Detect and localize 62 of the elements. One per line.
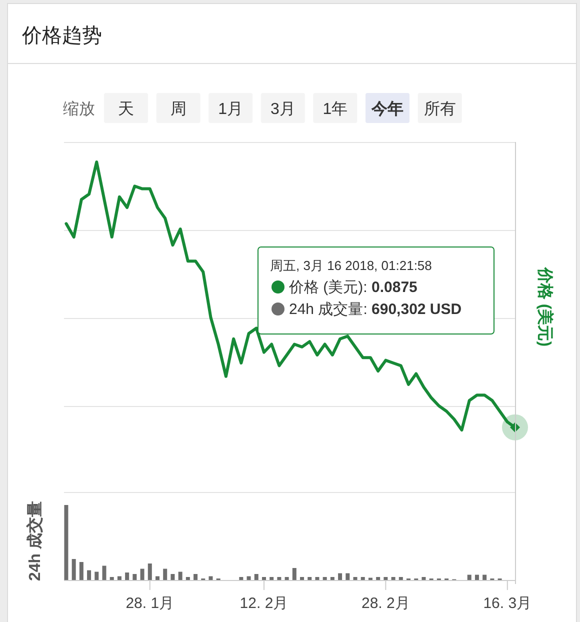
bar (482, 574, 487, 580)
bar (376, 577, 380, 580)
bar (132, 574, 137, 580)
bar (156, 576, 160, 580)
annotation: 周五, 3月 16 2018, 01:21:58 (270, 258, 432, 273)
bar (79, 562, 84, 580)
bar (102, 566, 106, 580)
bar (208, 576, 213, 580)
annotation: 24h 成交量: 690,302 USD (289, 301, 462, 318)
bar (338, 573, 342, 580)
bar (239, 577, 244, 580)
bar (117, 576, 122, 580)
bar (170, 574, 175, 580)
bar (94, 572, 99, 580)
text: 3月 (270, 101, 296, 118)
text: 价格趋势 (21, 25, 102, 47)
bar (246, 576, 251, 580)
bar (384, 577, 388, 580)
y-axis-title: 价格 (美元) (536, 266, 555, 347)
bar (292, 568, 296, 580)
x-tick-label: 12. 2月 (240, 595, 288, 612)
text: 周 (170, 101, 186, 118)
bar (125, 572, 130, 580)
text: 今年 (370, 100, 404, 118)
bar (270, 577, 274, 580)
bar (87, 570, 92, 580)
bar (422, 577, 426, 580)
text: 所有 (424, 100, 456, 118)
text: 1年 (322, 101, 348, 118)
bar (398, 577, 403, 580)
annotation: 价格 (美元): 0.0875 (288, 279, 418, 296)
text: 1月 (218, 101, 244, 118)
bar (467, 574, 472, 580)
bar (277, 577, 282, 580)
bar (308, 577, 312, 580)
bar (72, 559, 76, 580)
bar (353, 577, 358, 580)
bar (140, 568, 144, 580)
bar (300, 577, 304, 580)
x-tick-label: 16. 3月 (483, 595, 532, 612)
y-axis-title: 24h 成交量 (25, 500, 44, 582)
bar (148, 564, 152, 580)
bar (64, 505, 68, 580)
x-tick-label: 28. 1月 (126, 595, 174, 612)
bar (163, 568, 168, 580)
text: 缩放 (63, 100, 95, 118)
bar (178, 572, 182, 580)
text: 天 (118, 101, 134, 118)
bar (330, 577, 334, 580)
bar (391, 577, 396, 580)
bar (110, 577, 114, 580)
bar (284, 577, 289, 580)
bar (322, 577, 327, 580)
bar (360, 577, 365, 580)
x-tick-label: 28. 2月 (362, 595, 410, 612)
bar (194, 574, 198, 580)
bar (474, 574, 479, 580)
bar (262, 577, 266, 580)
bar (254, 574, 258, 580)
bar (315, 577, 320, 580)
bar (186, 577, 190, 580)
bar (346, 573, 350, 580)
